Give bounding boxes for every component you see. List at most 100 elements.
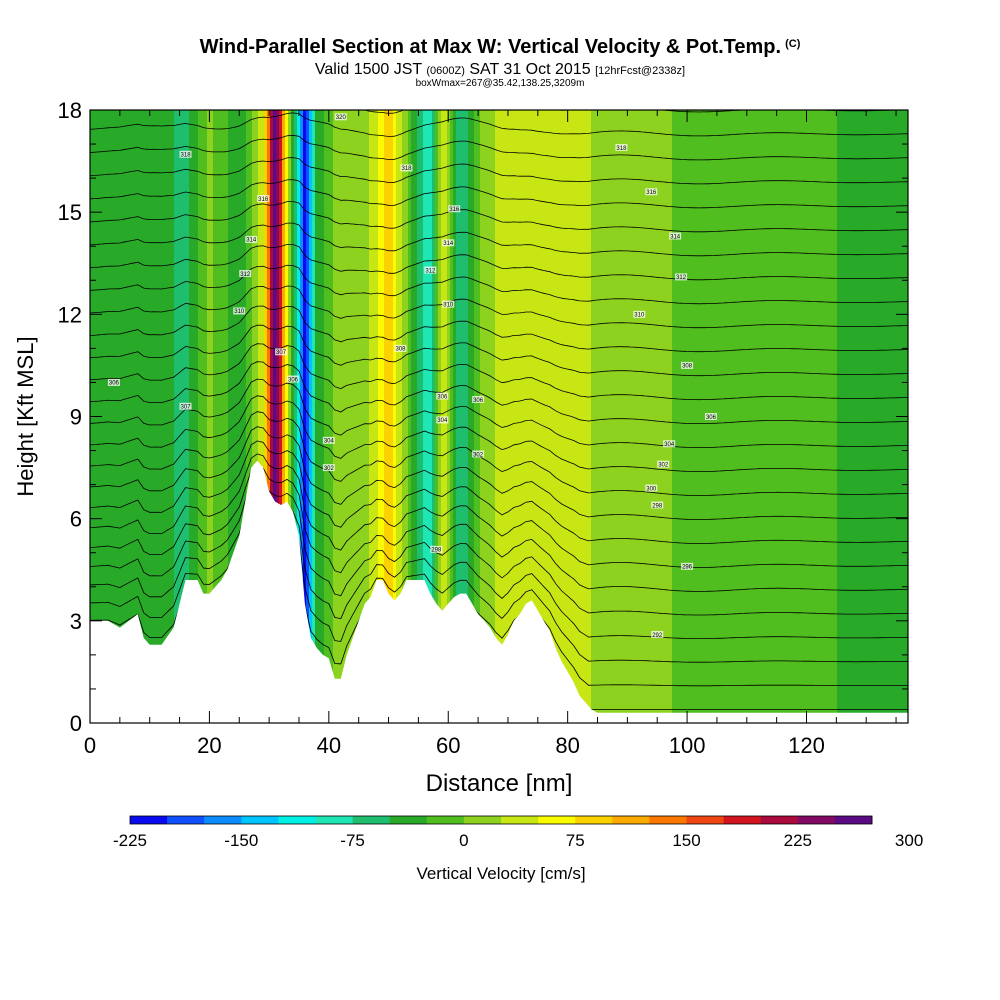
velocity-column (117, 110, 121, 723)
velocity-column (486, 110, 490, 723)
velocity-column (597, 110, 601, 723)
velocity-column (282, 110, 286, 723)
velocity-column (495, 110, 499, 723)
colorbar-swatch (426, 816, 465, 824)
theta-contour-line (90, 305, 908, 353)
velocity-column (351, 110, 355, 723)
velocity-column (816, 110, 820, 723)
valid-date: SAT 31 Oct 2015 (469, 61, 591, 78)
theta-contour-line (90, 491, 908, 663)
x-tick-label: 100 (669, 733, 706, 758)
velocity-column (678, 110, 682, 723)
velocity-column (405, 110, 409, 723)
velocity-column (726, 110, 730, 723)
velocity-column (777, 110, 781, 723)
velocity-column (216, 110, 220, 723)
theta-label-text: 308 (395, 347, 406, 353)
theta-label-text: 318 (401, 166, 412, 172)
velocity-column (150, 110, 154, 723)
title-text: Wind-Parallel Section at Max W: Vertical… (199, 36, 782, 58)
velocity-column (138, 110, 142, 723)
velocity-column (270, 110, 274, 723)
velocity-column (474, 110, 478, 723)
velocity-column (579, 110, 583, 723)
velocity-column (855, 110, 859, 723)
velocity-column (177, 110, 181, 723)
colorbar-swatch (278, 816, 316, 824)
velocity-column (501, 110, 505, 723)
velocity-column (747, 110, 751, 723)
y-tick-label: 18 (58, 98, 82, 123)
theta-label: 307 (275, 348, 288, 356)
velocity-column (642, 110, 646, 723)
theta-label: 310 (633, 310, 646, 319)
theta-contour-line (90, 411, 908, 497)
colorbar-swatch (723, 816, 762, 824)
x-tick-label: 40 (317, 733, 341, 758)
theta-labels: 292 296 298 300 302 304 306 308 310 312 314 316 318 3… (107, 113, 717, 639)
velocity-column (411, 110, 415, 723)
velocity-column (555, 110, 559, 723)
velocity-column (375, 110, 379, 723)
colorbar-swatch (575, 816, 613, 824)
velocity-column (165, 110, 169, 723)
velocity-column (492, 110, 496, 723)
theta-label-text: 312 (240, 272, 251, 278)
theta-label-text: 302 (473, 452, 484, 458)
theta-label-text: 306 (288, 377, 299, 383)
velocity-column (378, 110, 382, 723)
velocity-column (558, 110, 562, 723)
velocity-column (453, 110, 457, 723)
velocity-column (594, 110, 598, 723)
theta-label: 302 (657, 460, 670, 468)
theta-label: 314 (245, 235, 258, 244)
colorbar-swatch (834, 816, 873, 824)
velocity-column (627, 110, 631, 723)
theta-label: 310 (233, 307, 246, 315)
y-tick-label: 15 (58, 200, 82, 225)
theta-label: 296 (681, 562, 694, 571)
theta-label: 320 (334, 113, 347, 121)
theta-label: 298 (651, 501, 664, 509)
velocity-column (822, 110, 826, 723)
y-tick-label: 3 (70, 609, 82, 634)
velocity-column (195, 110, 199, 723)
colorbar-swatch (612, 816, 650, 824)
velocity-column (123, 110, 127, 723)
theta-contour-line (90, 475, 908, 616)
velocity-column (537, 110, 541, 723)
colorbar-swatch (686, 816, 724, 824)
velocity-column (360, 110, 364, 723)
velocity-column (825, 110, 829, 723)
velocity-column (300, 110, 304, 723)
velocity-column (243, 110, 247, 723)
velocity-column (324, 110, 328, 723)
velocity-column (885, 110, 889, 723)
velocity-column (234, 110, 238, 723)
velocity-column (426, 110, 430, 723)
velocity-column (843, 110, 847, 723)
x-tick-label: 80 (555, 733, 579, 758)
velocity-column (168, 110, 172, 723)
velocity-column (585, 110, 589, 723)
velocity-column (753, 110, 757, 723)
velocity-column (171, 110, 175, 723)
velocity-column (483, 110, 487, 723)
velocity-column (516, 110, 520, 723)
theta-contour-line (90, 453, 908, 568)
velocity-column (846, 110, 850, 723)
velocity-column (480, 110, 484, 723)
colorbar-tick-label: 75 (566, 831, 585, 850)
velocity-column (162, 110, 166, 723)
velocity-column (120, 110, 124, 723)
theta-label-text: 298 (652, 503, 663, 509)
velocity-column (780, 110, 784, 723)
velocity-column (399, 110, 403, 723)
velocity-column (540, 110, 544, 723)
x-tick-label: 120 (788, 733, 825, 758)
theta-label: 298 (430, 545, 443, 554)
velocity-column (858, 110, 862, 723)
theta-label: 314 (669, 232, 682, 240)
velocity-column (192, 110, 196, 723)
velocity-column (429, 110, 433, 723)
